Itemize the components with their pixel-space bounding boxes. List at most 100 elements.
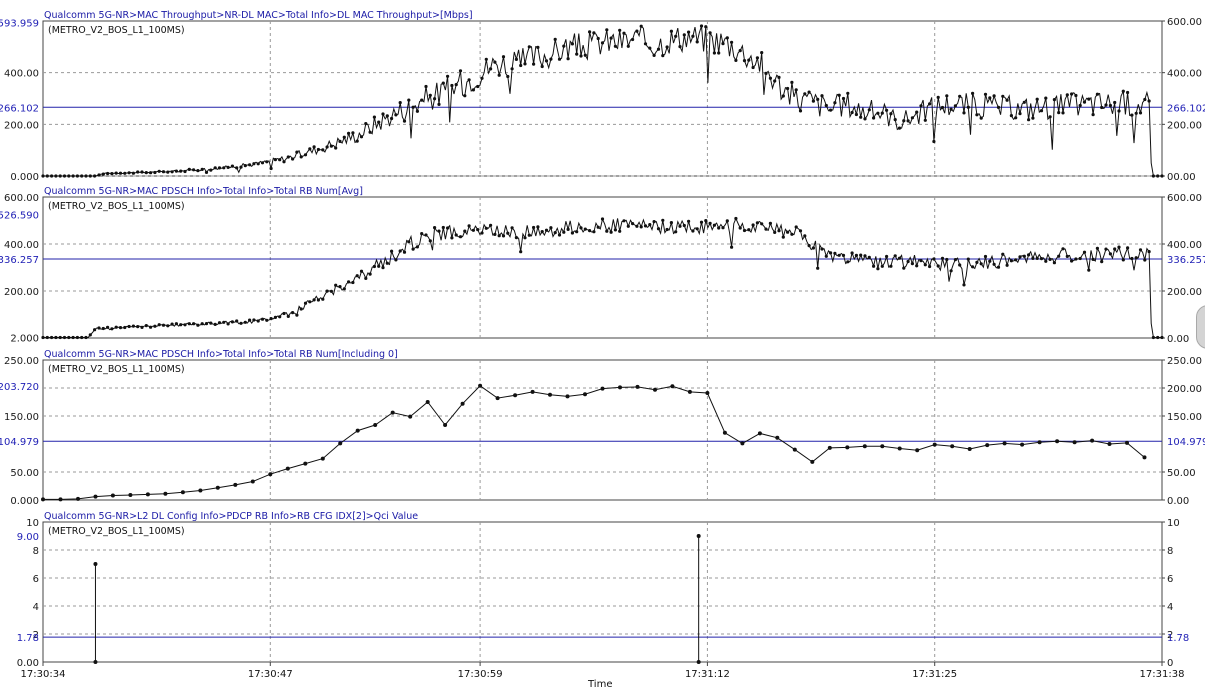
x-tick-label-4: 17:31:12 [685,669,730,680]
y-tick-right-1-2: 200.00 [1167,120,1202,131]
data-point-2-318 [725,219,729,223]
avg-label-right-1: 266.102 [1167,103,1205,114]
data-point-2-316 [721,226,725,230]
y-tick-left-3-4: 250.00 [4,356,39,367]
data-point-2-292 [669,221,674,225]
data-point-2-286 [656,227,661,231]
data-point-1-56 [161,170,166,174]
data-point-2-100 [256,319,260,323]
data-point-3-5 [110,493,115,498]
data-point-2-504 [1126,246,1130,250]
data-point-3-22 [408,414,413,419]
data-point-1-170 [407,98,411,102]
panel-title-2: Qualcomm 5G-NR>MAC PDSCH Info>Total Info… [44,186,363,197]
data-point-2-58 [166,324,170,328]
series-legend-3: (METRO_V2_BOS_L1_100MS) [48,364,185,375]
data-point-1-308 [704,25,708,29]
data-point-1-64 [179,169,183,173]
data-point-3-4 [93,494,98,499]
data-point-1-314 [717,51,721,55]
data-point-1-194 [458,69,463,73]
data-point-1-356 [807,90,811,94]
data-point-2-520 [1160,335,1164,340]
data-point-2-492 [1100,260,1104,264]
data-point-2-192 [454,233,458,237]
data-point-2-450 [1009,259,1014,263]
data-point-1-418 [940,105,945,110]
data-point-1-360 [816,97,820,101]
data-point-1-508 [1134,111,1138,115]
data-point-1-256 [592,31,596,35]
data-point-2-308 [704,219,708,223]
data-point-2-142 [347,280,351,284]
data-point-2-238 [553,231,557,235]
data-point-1-322 [734,58,738,63]
data-point-1-100 [256,162,260,166]
scroll-handle[interactable] [1196,305,1205,349]
data-point-1-106 [269,166,273,171]
data-point-3-41 [740,441,745,446]
data-point-1-168 [402,119,407,123]
data-point-2-370 [837,253,841,257]
data-point-1-278 [639,24,643,28]
data-point-1-124 [308,147,312,151]
data-point-1-366 [829,108,833,112]
data-point-1-446 [1001,94,1005,98]
data-point-3-23 [425,400,430,404]
data-point-2-18 [80,335,84,340]
data-point-2-122 [303,301,308,305]
data-point-1-358 [811,99,816,103]
data-point-2-22 [88,333,92,337]
data-point-1-520 [1160,174,1164,178]
data-point-2-358 [811,246,816,250]
data-point-1-494 [1104,103,1108,107]
series-legend-4: (METRO_V2_BOS_L1_100MS) [48,526,185,537]
y-tick-right-2-1: 0.00 [1167,334,1189,345]
y-tick-right-3-1: 0.00 [1167,496,1189,507]
data-point-3-37 [670,384,675,389]
data-point-1-442 [992,94,996,98]
data-point-3-46 [827,445,832,450]
data-point-1-228 [532,62,536,66]
data-point-1-182 [433,97,437,101]
data-point-2-254 [588,229,592,233]
data-point-1-220 [514,57,519,62]
data-point-2-272 [626,224,630,228]
data-point-1-342 [777,75,781,79]
data-point-1-216 [506,74,510,79]
data-point-3-29 [530,389,535,394]
x-tick-label-5: 17:31:25 [912,669,957,680]
data-point-1-66 [183,169,187,174]
data-point-1-378 [854,112,859,117]
y-tick-left-1-2: 200.00 [4,120,39,131]
data-point-2-484 [1082,250,1087,254]
y-tick-left-2-2: 200.00 [4,287,39,298]
data-point-1-258 [596,36,600,41]
data-point-2-430 [966,257,970,261]
data-point-1-80 [213,166,217,170]
data-point-1-28 [101,172,105,176]
data-point-2-222 [519,250,523,254]
data-point-2-332 [755,221,760,225]
data-point-1-48 [144,171,148,175]
data-point-1-344 [781,94,785,98]
data-point-2-92 [239,321,243,325]
data-point-2-216 [506,231,510,235]
data-point-1-232 [540,64,544,69]
data-point-1-10 [62,174,67,178]
data-point-2-424 [953,258,958,262]
data-point-2-62 [174,322,178,326]
data-point-2-392 [885,254,889,259]
data-point-1-246 [570,42,575,46]
data-point-1-456 [1022,100,1026,104]
data-point-2-412 [928,264,932,269]
y-tick-right-4-6: 10 [1167,518,1180,529]
data-point-2-82 [217,321,222,325]
data-point-1-6 [54,174,58,178]
data-point-1-172 [411,105,415,109]
data-point-2-444 [996,265,1001,269]
data-point-2-270 [622,219,626,223]
data-point-2-432 [971,265,975,269]
data-point-1-270 [622,31,626,35]
data-point-1-306 [699,24,704,28]
